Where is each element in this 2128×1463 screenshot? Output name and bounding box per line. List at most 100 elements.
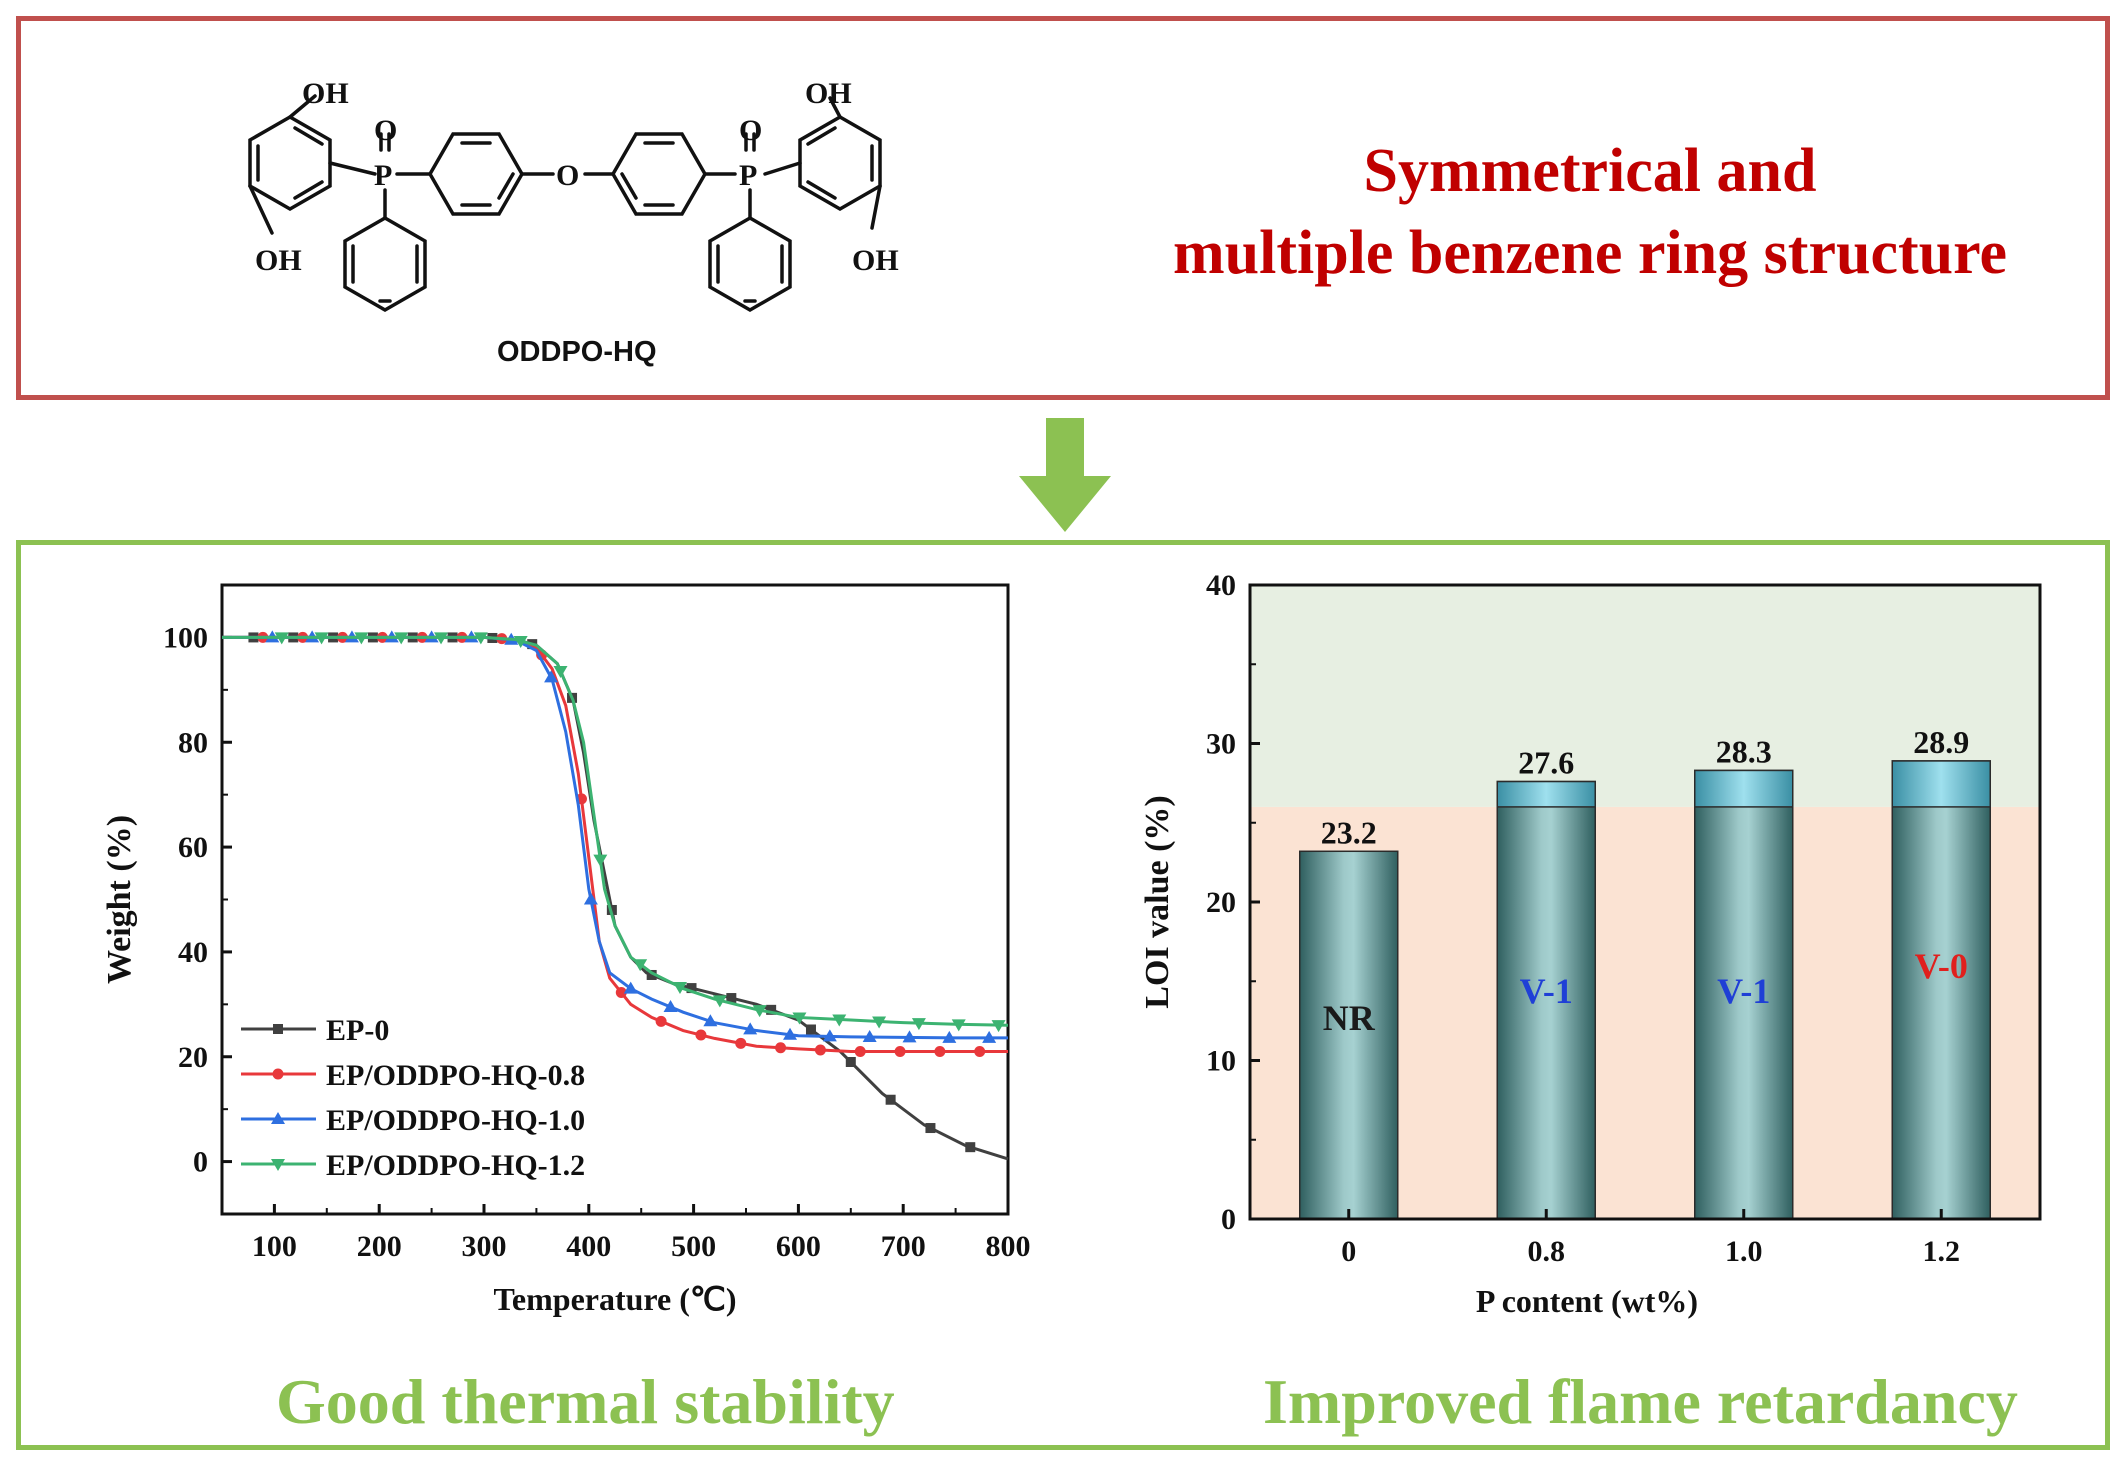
atom-o-left-phosphoryl: O xyxy=(374,114,397,147)
series-marker xyxy=(354,632,369,645)
bar-1 xyxy=(1496,780,1596,1220)
y-tick-label: 30 xyxy=(1206,728,1236,761)
molecule-structure: OH OH P O O P O OH OH xyxy=(248,77,899,313)
bar-3 xyxy=(1891,760,1991,1220)
caption-flame-retardancy: Improved flame retardancy xyxy=(1263,1366,2018,1437)
series-marker xyxy=(752,1005,767,1018)
bar-rating-label: NR xyxy=(1323,998,1376,1038)
series-marker xyxy=(894,1046,906,1058)
series-marker xyxy=(775,1042,787,1054)
series-marker xyxy=(925,1123,936,1134)
atom-oh-bottom-right: OH xyxy=(852,244,899,277)
bar-value-label: 28.9 xyxy=(1913,724,1969,760)
legend-marker xyxy=(271,1159,285,1171)
atom-oh-top-left: OH xyxy=(302,77,349,110)
bar-rating-label: V-1 xyxy=(1520,971,1573,1011)
x-tick-label: 1.0 xyxy=(1725,1235,1763,1268)
series-marker xyxy=(934,1046,946,1058)
headline-line-1: Symmetrical and xyxy=(1363,137,1817,205)
tga-chart: 100 200 300 400 500 600 700 800 0 20 40 60 80 100 Temp… xyxy=(101,583,1031,1317)
y-tick-label: 0 xyxy=(1221,1203,1236,1236)
x-tick-label: 500 xyxy=(671,1230,716,1263)
series-marker xyxy=(911,1018,926,1031)
series-marker xyxy=(982,1030,997,1043)
series-marker xyxy=(862,1030,877,1043)
series-marker xyxy=(805,1024,816,1035)
series-marker xyxy=(655,1015,667,1027)
atom-o-right-phosphoryl: O xyxy=(739,114,762,147)
y-tick-label: 100 xyxy=(163,621,208,654)
series-line xyxy=(222,635,1008,1054)
series-2 xyxy=(222,630,1008,1043)
atom-oh-bottom-left: OH xyxy=(255,244,302,277)
series-marker xyxy=(766,1004,777,1015)
series-marker xyxy=(553,665,568,678)
series-marker xyxy=(623,981,638,994)
atom-oh-top-right: OH xyxy=(805,77,852,110)
series-marker xyxy=(633,959,648,972)
y-tick-label: 40 xyxy=(1206,569,1236,602)
x-tick-label: 100 xyxy=(252,1230,297,1263)
y-tick-label: 0 xyxy=(193,1146,208,1179)
atom-p-left: P xyxy=(374,159,392,192)
down-arrow-icon xyxy=(1019,418,1111,532)
x-tick-label: 0.8 xyxy=(1528,1235,1566,1268)
series-marker xyxy=(885,1094,896,1105)
series-marker xyxy=(274,632,289,645)
compound-name: ODDPO-HQ xyxy=(497,336,657,368)
bar-0 xyxy=(1299,850,1399,1220)
loi-chart: 23.2 NR 0 27.6 V-1 0.8 28.3 V-1 1.0 28.9 V-0 1.2 0 10… xyxy=(1139,569,2042,1319)
x-tick-label: 700 xyxy=(881,1230,926,1263)
series-marker xyxy=(583,892,598,905)
structure-panel xyxy=(16,16,2110,400)
x-tick-label: 300 xyxy=(462,1230,507,1263)
bar-rating-label: V-1 xyxy=(1717,971,1770,1011)
legend-marker xyxy=(272,1068,284,1080)
caption-thermal-stability: Good thermal stability xyxy=(276,1366,895,1437)
bar-2 xyxy=(1694,769,1794,1220)
series-marker xyxy=(872,1016,887,1029)
series-marker xyxy=(743,1022,758,1035)
bar-top-segment-2 xyxy=(1694,769,1794,808)
results-panel xyxy=(16,540,2110,1450)
series-marker xyxy=(942,1030,957,1043)
series-marker xyxy=(686,983,697,994)
series-marker xyxy=(703,1014,718,1027)
x-tick-label: 400 xyxy=(566,1230,611,1263)
molecule-atom-labels: OH OH P O O P O OH OH xyxy=(255,77,899,277)
series-marker xyxy=(792,1012,807,1025)
series-3 xyxy=(222,632,1009,1033)
bar-top-segment-1 xyxy=(1496,780,1596,808)
series-marker xyxy=(726,993,737,1004)
atom-p-right: P xyxy=(739,159,757,192)
y-axis-label: LOI value (%) xyxy=(1139,795,1176,1008)
series-marker xyxy=(593,854,608,867)
series-marker xyxy=(951,1019,966,1032)
headline-line-2: multiple benzene ring structure xyxy=(1172,219,2008,287)
bar-value-label: 27.6 xyxy=(1518,745,1574,781)
series-marker xyxy=(394,632,409,645)
bar-rating-label: V-0 xyxy=(1915,946,1968,986)
y-axis-label: Weight (%) xyxy=(101,815,138,984)
atom-o-ether: O xyxy=(556,159,579,192)
series-marker xyxy=(854,1046,866,1058)
y-tick-label: 80 xyxy=(178,726,208,759)
series-marker xyxy=(965,1142,976,1153)
series-marker xyxy=(646,969,657,980)
series-marker xyxy=(814,1044,826,1056)
bar-value-label: 28.3 xyxy=(1716,733,1772,769)
series-marker xyxy=(822,1029,837,1042)
series-marker xyxy=(991,1020,1006,1033)
series-marker xyxy=(974,1046,986,1058)
series-marker xyxy=(615,987,627,999)
bar-value-label: 23.2 xyxy=(1321,814,1377,850)
series-marker xyxy=(544,670,559,683)
legend-marker xyxy=(273,1024,283,1034)
series-marker xyxy=(663,999,678,1012)
y-tick-label: 20 xyxy=(178,1041,208,1074)
x-tick-label: 0 xyxy=(1341,1235,1356,1268)
series-marker xyxy=(473,632,488,645)
series-marker xyxy=(672,982,687,995)
series-marker xyxy=(695,1029,707,1041)
x-tick-label: 200 xyxy=(357,1230,402,1263)
